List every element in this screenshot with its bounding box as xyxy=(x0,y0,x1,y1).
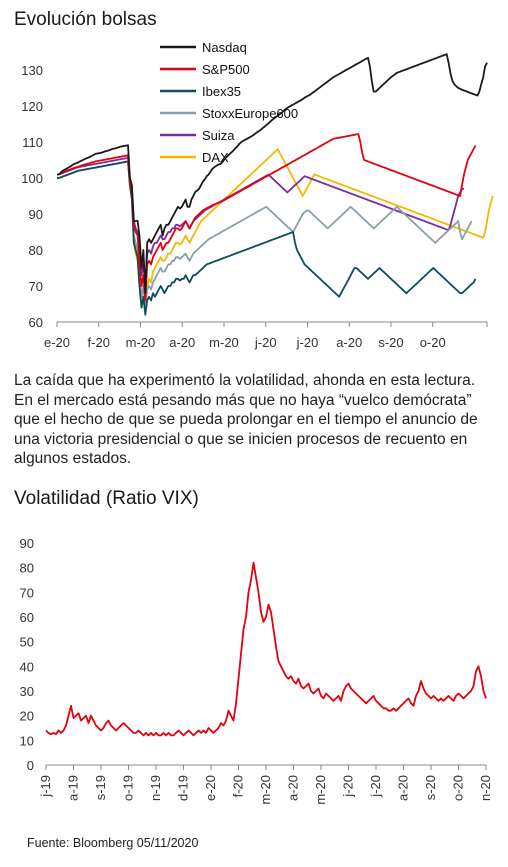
x-tick-label: n-20 xyxy=(478,775,493,801)
y-tick-label: 130 xyxy=(21,63,43,78)
x-tick-label: j-20 xyxy=(296,335,319,350)
x-tick-label: a-20 xyxy=(286,775,301,801)
x-tick-label: a-19 xyxy=(66,775,81,801)
x-tick-label: j-20 xyxy=(341,775,356,798)
series-line-vix xyxy=(45,561,487,737)
x-tick-label: e-20 xyxy=(203,775,218,801)
stock-chart: 60 70 80 90 100 110 120 130 e-20 f-20 m-20 a-20 m-20… xyxy=(21,40,494,350)
legend-label: Ibex35 xyxy=(202,84,241,99)
x-tick-label: o-20 xyxy=(451,775,466,801)
x-tick-label: m-20 xyxy=(313,775,328,805)
x-tick-label: s-20 xyxy=(378,335,403,350)
y-tick-label: 50 xyxy=(20,635,34,650)
legend-label: Nasdaq xyxy=(202,40,247,55)
commentary-paragraph: La caída que ha experimentó la volatilid… xyxy=(14,372,478,467)
x-tick-label: n-19 xyxy=(148,775,163,801)
y-tick-label: 10 xyxy=(20,733,34,748)
y-tick-label: 60 xyxy=(29,315,43,330)
series-line-sp500 xyxy=(57,133,477,302)
x-tick-label: s-19 xyxy=(93,775,108,800)
legend-label: Suiza xyxy=(202,128,235,143)
x-tick-label: e-20 xyxy=(44,335,70,350)
x-tick-label: f-20 xyxy=(88,335,110,350)
series-line-nasdaq xyxy=(57,53,488,295)
y-tick-label: 120 xyxy=(21,99,43,114)
x-tick-label: m-20 xyxy=(258,775,273,805)
x-tick-label: j-20 xyxy=(368,775,383,798)
y-tick-label: 70 xyxy=(29,279,43,294)
legend-label: DAX xyxy=(202,150,229,165)
y-tick-label: 90 xyxy=(29,207,43,222)
source-note: Fuente: Bloomberg 05/11/2020 xyxy=(27,836,199,850)
y-tick-label: 60 xyxy=(20,610,34,625)
y-tick-label: 90 xyxy=(20,536,34,551)
y-tick-label: 80 xyxy=(20,561,34,576)
x-tick-label: f-20 xyxy=(231,775,246,797)
y-tick-label: 0 xyxy=(27,758,34,773)
y-tick-label: 80 xyxy=(29,243,43,258)
x-tick-label: m-20 xyxy=(209,335,239,350)
y-tick-label: 110 xyxy=(22,135,43,150)
x-tick-label: o-19 xyxy=(121,775,136,801)
chart1-title: Evolución bolsas xyxy=(14,9,157,30)
y-tick-label: 100 xyxy=(21,171,43,186)
x-tick-label: d-19 xyxy=(176,775,191,801)
x-tick-label: m-20 xyxy=(126,335,156,350)
legend-label: S&P500 xyxy=(202,62,250,77)
chart2-title: Volatilidad (Ratio VIX) xyxy=(14,488,199,509)
x-tick-label: o-20 xyxy=(420,335,446,350)
x-tick-label: j-19 xyxy=(38,775,53,798)
series-line-ibex35 xyxy=(57,160,477,316)
x-tick-label: a-20 xyxy=(169,335,195,350)
x-tick-label: j-20 xyxy=(254,335,277,350)
x-tick-label: a-20 xyxy=(396,775,411,801)
x-tick-label: s-20 xyxy=(423,775,438,800)
y-tick-label: 30 xyxy=(20,684,34,699)
legend-label: StoxxEurope600 xyxy=(202,106,298,121)
y-tick-label: 20 xyxy=(20,709,34,724)
y-tick-label: 40 xyxy=(20,659,34,674)
y-tick-label: 70 xyxy=(20,585,34,600)
x-tick-label: a-20 xyxy=(336,335,362,350)
